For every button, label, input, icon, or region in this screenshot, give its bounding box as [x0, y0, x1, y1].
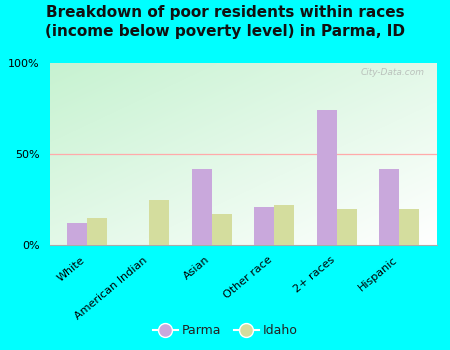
- Bar: [67, 223, 87, 245]
- Bar: [337, 209, 356, 245]
- Bar: [254, 207, 274, 245]
- Bar: [87, 218, 107, 245]
- Bar: [274, 205, 294, 245]
- Bar: [399, 209, 419, 245]
- Bar: [149, 199, 169, 245]
- Text: City-Data.com: City-Data.com: [361, 69, 425, 77]
- Bar: [317, 110, 337, 245]
- Text: Breakdown of poor residents within races
(income below poverty level) in Parma, : Breakdown of poor residents within races…: [45, 5, 405, 39]
- Bar: [379, 169, 399, 245]
- Legend: Parma, Idaho: Parma, Idaho: [148, 319, 302, 342]
- Bar: [212, 214, 232, 245]
- Bar: [192, 169, 212, 245]
